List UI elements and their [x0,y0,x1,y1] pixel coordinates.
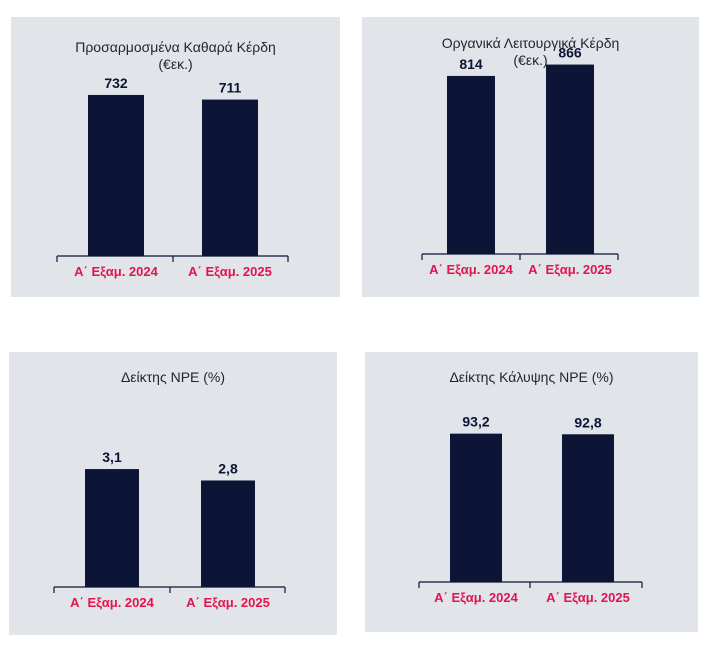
category-label: Α΄ Εξαμ. 2024 [70,595,154,610]
category-label: Α΄ Εξαμ. 2024 [429,262,513,277]
category-label: Α΄ Εξαμ. 2025 [546,590,630,605]
chart-panel-4: Δείκτης Κάλυψης NPE (%) 93,2 Α΄ Εξαμ. 202… [365,352,698,632]
bar [201,480,255,587]
chart-panel-1: Προσαρμοσμένα Καθαρά Κέρδη (€εκ.) 732 Α΄ … [11,17,340,297]
category-label: Α΄ Εξαμ. 2025 [186,595,270,610]
bar [85,469,139,587]
data-label: 732 [104,75,128,91]
category-label: Α΄ Εξαμ. 2024 [74,264,158,279]
bar [546,64,594,254]
bar [88,94,144,257]
data-label: 866 [558,45,582,61]
bar [447,75,495,254]
bar-chart-3: 3,1 Α΄ Εξαμ. 2024 2,8 Α΄ Εξαμ. 2025 [53,449,286,610]
chart-title-line: Οργανικά Λειτουργικά Κέρδη [441,35,620,51]
chart-title-line: Δείκτης Κάλυψης NPE (%) [449,369,614,385]
category-label: Α΄ Εξαμ. 2025 [528,262,612,277]
category-label: Α΄ Εξαμ. 2025 [188,264,272,279]
bar-chart-1: 732 Α΄ Εξαμ. 2024 711 Α΄ Εξαμ. 2025 [56,75,289,279]
chart-title: Δείκτης NPE (%) [9,369,337,386]
data-label: 711 [219,80,242,96]
chart-title-line: Δείκτης NPE (%) [120,369,226,385]
chart-title-line: (€εκ.) [158,56,193,72]
data-label: 93,2 [462,414,489,430]
bar-chart-4: 93,2 Α΄ Εξαμ. 2024 92,8 Α΄ Εξαμ. 2025 [418,414,643,605]
data-label: 2,8 [218,460,238,476]
chart-title: Δείκτης Κάλυψης NPE (%) [365,369,698,386]
bar [562,434,614,582]
chart-title: Προσαρμοσμένα Καθαρά Κέρδη (€εκ.) [11,39,340,73]
category-label: Α΄ Εξαμ. 2024 [434,590,518,605]
data-label: 814 [459,56,483,72]
bar-chart-2: 814 Α΄ Εξαμ. 2024 866 Α΄ Εξαμ. 2025 [421,45,619,277]
chart-panel-3: Δείκτης NPE (%) 3,1 Α΄ Εξαμ. 2024 2,8 Α΄ Εξ… [9,352,337,635]
bar [450,433,502,582]
chart-title-line: (€εκ.) [513,52,548,68]
chart-title-line: Προσαρμοσμένα Καθαρά Κέρδη [75,39,276,55]
data-label: 3,1 [102,449,122,465]
bar [202,99,258,256]
chart-title: Οργανικά Λειτουργικά Κέρδη (€εκ.) [362,35,699,69]
data-label: 92,8 [574,414,601,430]
chart-panel-2: Οργανικά Λειτουργικά Κέρδη (€εκ.) 814 Α΄ … [362,17,699,297]
